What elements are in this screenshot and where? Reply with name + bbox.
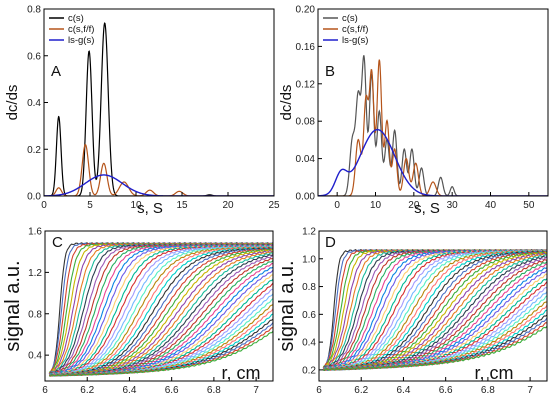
y-tick-label: 1.2	[28, 268, 42, 279]
x-axis-label: s, S	[137, 200, 163, 217]
x-tick-label: 40	[485, 200, 497, 211]
y-tick-label: 0.08	[296, 117, 316, 128]
x-tick-label: 6.4	[396, 385, 410, 396]
y-tick-label: 1.0	[302, 254, 316, 265]
plot-frame	[44, 230, 274, 382]
x-tick-label: 0	[41, 200, 47, 211]
x-tick-label: 6	[316, 385, 322, 396]
y-tick-label: 0.6	[27, 51, 41, 62]
panel-label: D	[325, 234, 336, 251]
x-tick-label: 15	[176, 200, 188, 211]
panel-d: 6 6.2 6.4 6.6 6.8 7 0.2 0.4 0.6 0.8 1.0 1.2 r, cm sig…	[276, 227, 548, 396]
y-tick-label: 0.04	[296, 154, 316, 165]
scan-line-33	[49, 255, 273, 377]
y-tick-label: 0.8	[28, 309, 42, 320]
x-axis-label: s, S	[414, 200, 440, 217]
plot-frame	[317, 8, 549, 197]
x-tick-label: 6.8	[481, 385, 495, 396]
y-tick-label: 0.2	[302, 365, 316, 376]
scan-line-25	[49, 247, 273, 377]
y-tick-label: 1.2	[302, 227, 316, 238]
series-line-2	[44, 174, 274, 196]
y-tick-label: 0.2	[27, 145, 41, 156]
scan-line-22	[323, 250, 547, 371]
x-axis-label: r, cm	[475, 363, 514, 383]
legend-entry: c(s,f/f)	[342, 24, 368, 35]
plot-area	[44, 22, 274, 196]
panel-a: 0 5 10 15 20 25 0.0 0.2 0.4 0.6 0.8 s, S dc/ds Ac(s)c…	[4, 5, 280, 218]
y-axis-label: dc/ds	[4, 85, 21, 121]
legend-entry: c(s)	[342, 13, 358, 24]
y-tick-label: 0.0	[27, 192, 41, 203]
scan-line-17	[49, 245, 273, 376]
y-tick-label: 0.8	[302, 282, 316, 293]
x-tick-label: 6.6	[165, 385, 179, 396]
y-tick-label: 1.6	[28, 227, 42, 238]
legend-entry: c(s)	[68, 13, 84, 24]
series-line-0	[318, 55, 548, 196]
scan-line-51	[49, 330, 273, 377]
y-axis-label: signal a.u.	[2, 260, 24, 351]
x-tick-label: 6.2	[80, 385, 94, 396]
scan-line-22	[49, 246, 273, 376]
panel-label: C	[52, 234, 63, 251]
x-tick-label: 6.6	[439, 385, 453, 396]
x-tick-label: 7	[527, 385, 533, 396]
scan-line-51	[323, 325, 547, 371]
y-tick-label: 0.4	[302, 338, 316, 349]
panel-c: 6 6.2 6.4 6.6 6.8 7 0.4 0.8 1.2 1.6 r, cm signal a.…	[2, 227, 274, 396]
legend-entry: ls-g(s)	[342, 35, 368, 46]
x-tick-label: 5	[87, 200, 93, 211]
x-tick-label: 6	[42, 385, 48, 396]
x-tick-label: 7	[253, 385, 259, 396]
scan-line-20	[48, 246, 273, 376]
x-tick-label: 50	[523, 200, 535, 211]
panel-label: B	[325, 63, 335, 80]
y-axis-label: signal a.u.	[276, 260, 298, 351]
legend-entry: ls-g(s)	[68, 35, 94, 46]
panel-b: 0 10 20 30 40 50 0.00 0.04 0.08 0.12 0.16 0.20 s, S d…	[278, 5, 549, 217]
plot-area	[322, 248, 547, 372]
x-tick-label: 30	[447, 200, 459, 211]
x-tick-label: 25	[268, 200, 280, 211]
plot-area	[318, 55, 548, 196]
y-tick-label: 0.8	[27, 5, 41, 16]
y-tick-label: 0.4	[27, 98, 41, 109]
series-line-0	[44, 22, 274, 196]
series-line-1	[318, 59, 548, 196]
plot-area	[48, 242, 273, 377]
x-tick-label: 10	[130, 200, 142, 211]
y-tick-label: 0.16	[296, 42, 316, 53]
y-tick-label: 0.20	[296, 5, 316, 16]
x-tick-label: 10	[370, 200, 382, 211]
scan-line-9	[49, 243, 273, 375]
legend-entry: c(s,f/f)	[68, 24, 94, 35]
y-tick-label: 0.12	[296, 79, 316, 90]
y-tick-label: 0.4	[28, 351, 42, 362]
x-tick-label: 20	[408, 200, 420, 211]
x-tick-label: 6.2	[354, 385, 368, 396]
x-axis-label: r, cm	[222, 363, 261, 383]
y-tick-label: 0.00	[296, 192, 316, 203]
panel-label: A	[51, 63, 61, 80]
plot-frame	[318, 230, 548, 382]
y-axis-label: dc/ds	[278, 85, 295, 121]
series-line-2	[318, 128, 548, 196]
y-tick-label: 0.6	[302, 310, 316, 321]
x-tick-label: 6.4	[122, 385, 136, 396]
x-tick-label: 0	[334, 200, 340, 211]
x-tick-label: 6.8	[207, 385, 221, 396]
x-tick-label: 20	[222, 200, 234, 211]
